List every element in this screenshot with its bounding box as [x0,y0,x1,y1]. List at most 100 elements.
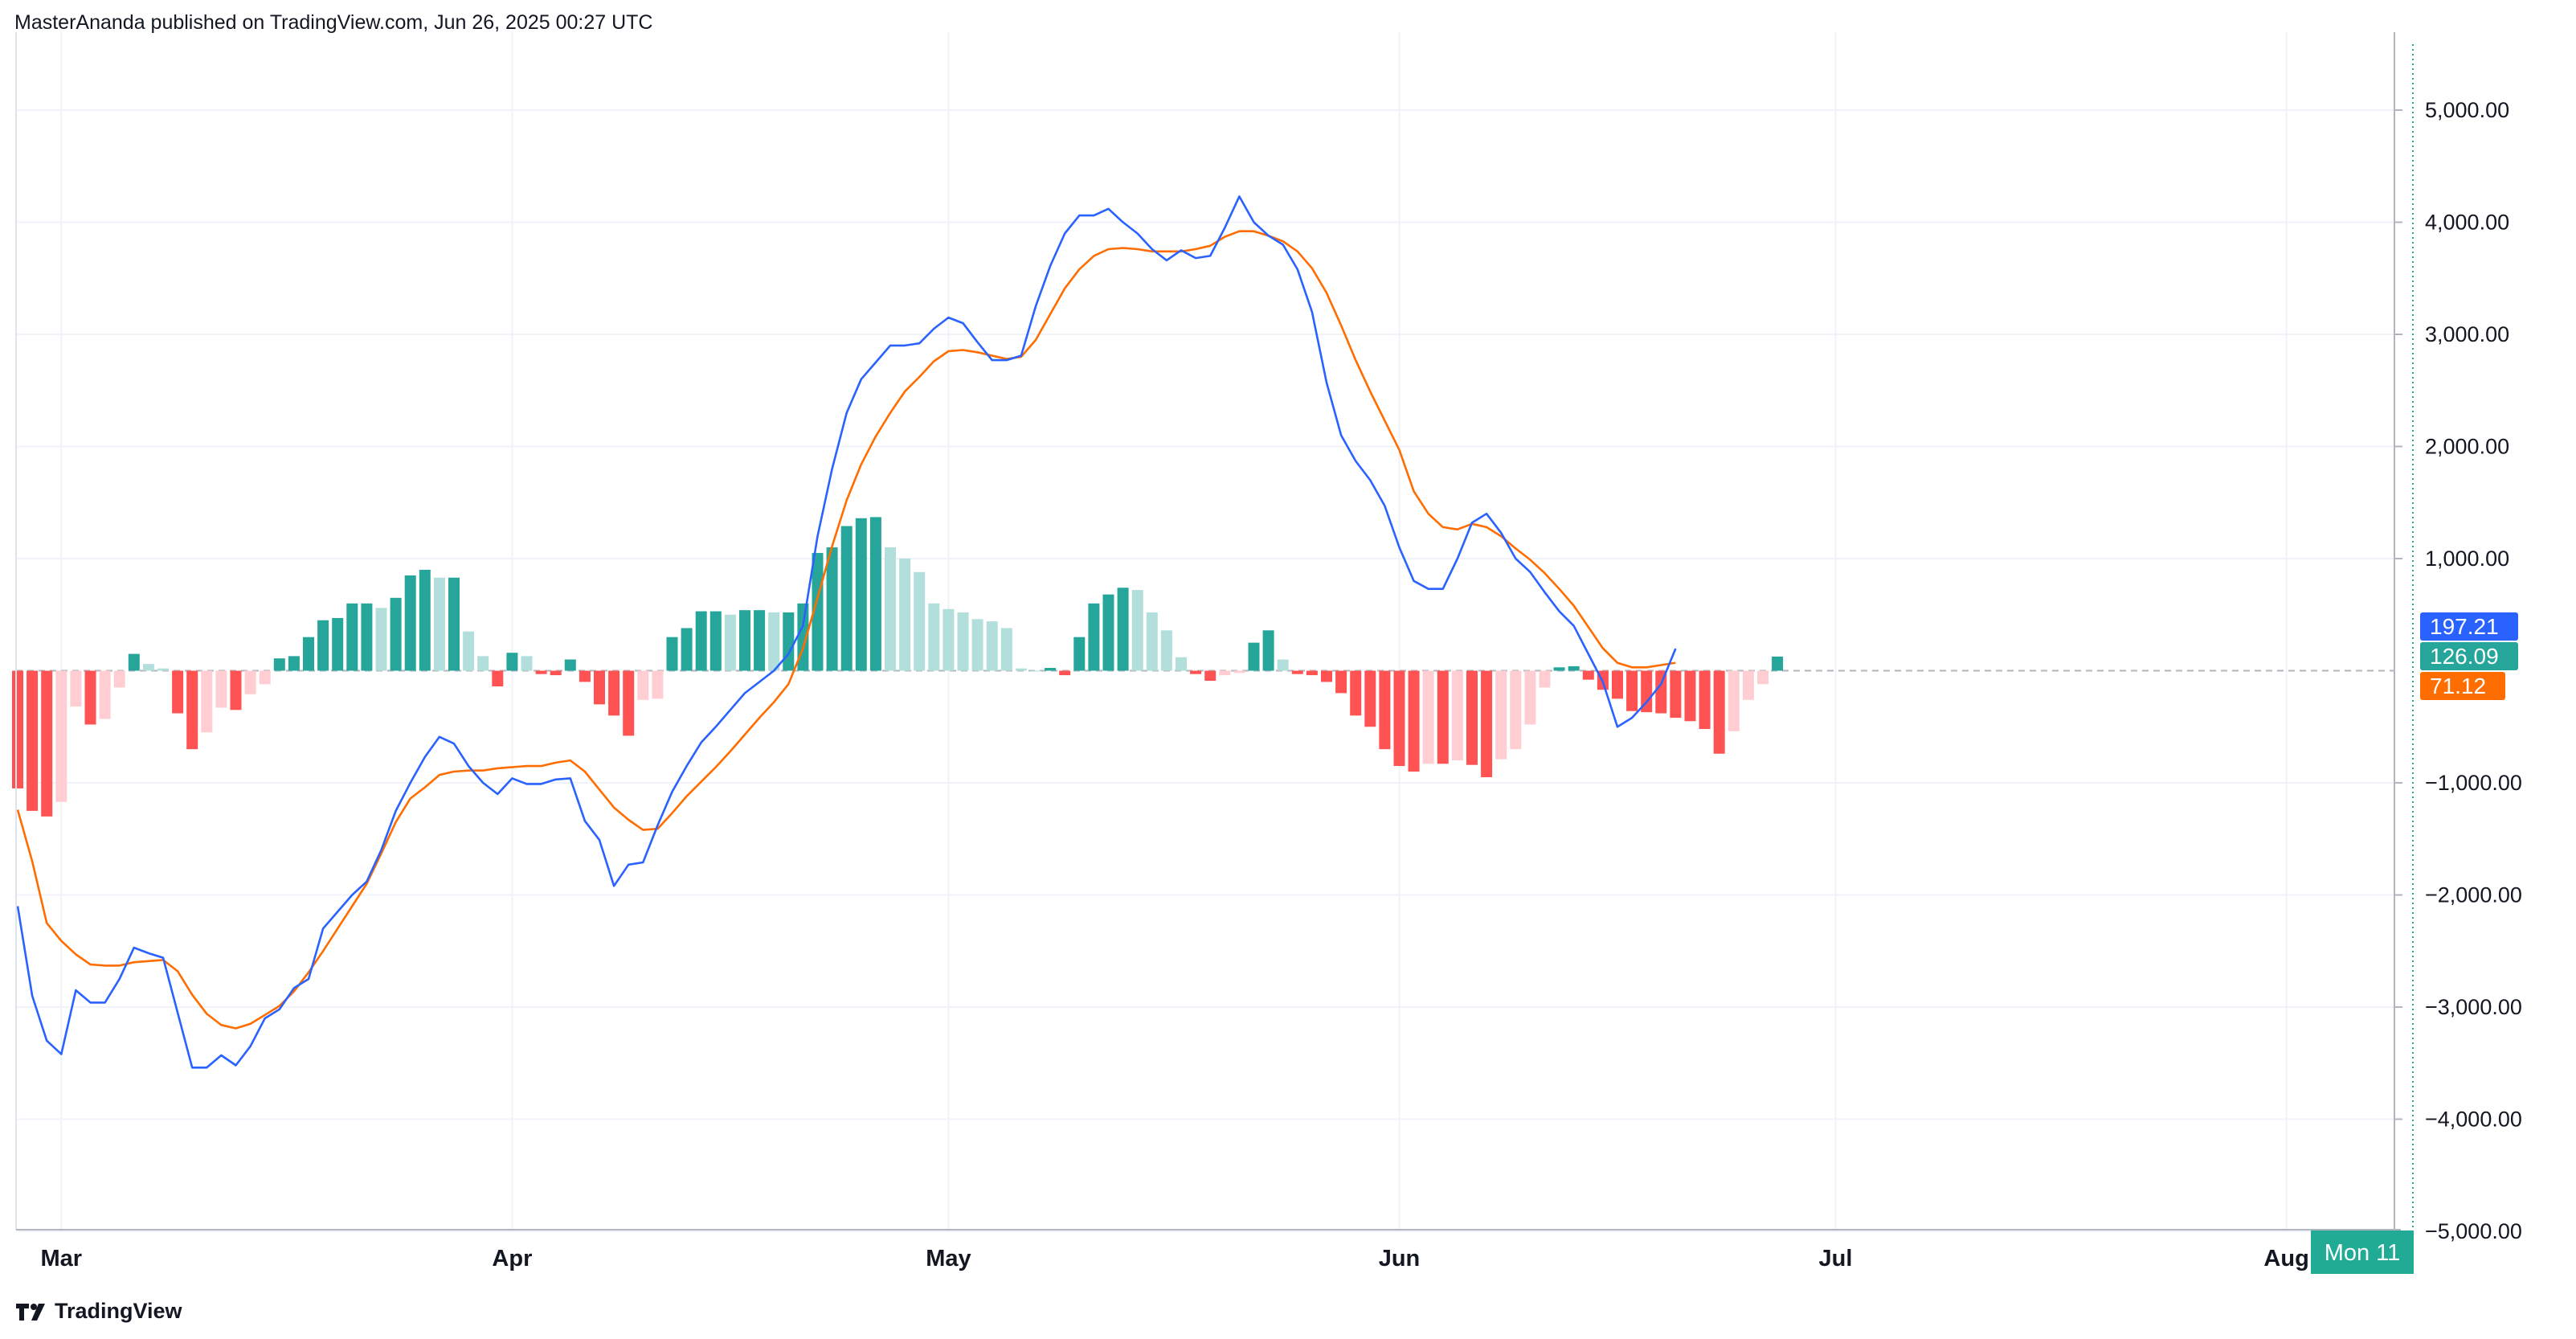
x-tick-label: Mar [41,1246,83,1271]
histogram-bar [1204,670,1216,682]
histogram-bar [957,612,969,671]
value-badge-text: 197.21 [2430,614,2499,639]
histogram-bar [1553,667,1565,671]
crosshair-badge-bg [2311,1230,2414,1274]
y-tick-label: 3,000.00 [2425,322,2509,346]
histogram-bar [1073,637,1086,671]
histogram-bar [84,670,96,725]
histogram-bar [1451,670,1463,761]
histogram-bar [361,603,373,671]
value-badge-bg [2420,642,2518,670]
last-value-badges: 197.21 126.09 71.12 [2420,612,2518,700]
x-tick-label: May [926,1246,971,1271]
x-tick-label: Aug [2263,1246,2308,1271]
histogram-bar [1393,670,1405,767]
histogram-bar [608,670,620,716]
histogram-bar [666,637,678,671]
histogram-bar [1088,603,1100,671]
histogram-bar [1742,670,1754,700]
y-tick-label: 5,000.00 [2425,98,2509,122]
histogram-bar [303,637,314,671]
histogram-bar [12,670,23,788]
histogram-bar [317,620,329,671]
value-badge-text: 126.09 [2430,644,2499,669]
histogram-bar [521,656,533,671]
histogram-bar [201,670,213,733]
histogram-bar [419,569,431,671]
histogram-bar [273,658,285,671]
histogram-bar [1641,670,1653,713]
histogram-bar [1626,670,1638,711]
x-tick-label: Jul [1819,1246,1853,1271]
histogram-bar [215,670,227,708]
histogram-bar [1699,670,1711,730]
histogram-bar [724,614,736,671]
histogram-series [12,517,1784,817]
histogram-bar [709,611,722,671]
histogram-bar [492,670,504,687]
y-tick-label: 2,000.00 [2425,435,2509,459]
histogram-bar [1146,612,1158,671]
histogram-bar [1176,657,1187,671]
x-axis-labels: Mar Apr May Jun Jul Aug [41,1246,2309,1271]
x-tick-label: Apr [492,1246,532,1271]
histogram-bar [70,670,82,707]
histogram-bar [1582,670,1594,680]
axes [15,32,2401,1230]
histogram-bar [404,575,416,671]
x-tick-label: Jun [1379,1246,1421,1271]
histogram-bar [1321,670,1332,682]
tradingview-logo-icon [16,1303,45,1321]
histogram-bar [1772,656,1784,671]
histogram-bar [1335,670,1347,694]
histogram-bar [1248,642,1260,671]
histogram-bar [27,670,39,811]
histogram-bar [826,547,838,671]
signal-line-path [16,230,1676,1030]
y-tick-label: 4,000.00 [2425,211,2509,235]
histogram-bar [899,559,911,671]
histogram-bar [1262,630,1274,671]
histogram-bar [768,612,780,671]
histogram-bar [637,670,649,700]
histogram-bar [1364,670,1376,727]
histogram-bar [1539,670,1551,688]
histogram-bar [942,608,955,671]
histogram-bar [695,611,707,671]
histogram-bar [346,603,358,671]
histogram-bar [1524,670,1536,725]
histogram-bar [172,670,184,714]
y-tick-label: −4,000.00 [2425,1108,2522,1132]
histogram-bar [1190,670,1202,674]
histogram-bar [128,653,140,671]
histogram-bar [1277,659,1289,671]
histogram-bar [1481,670,1493,778]
y-tick-label: −3,000.00 [2425,995,2522,1019]
histogram-bar [1684,670,1696,722]
y-tick-label: −2,000.00 [2425,883,2522,907]
histogram-bar [681,628,693,671]
histogram-bar [1612,670,1623,699]
value-badge-bg [2420,672,2505,700]
histogram-bar [55,670,67,802]
histogram-bar [855,518,867,671]
histogram-bar [1568,665,1580,671]
histogram-bar [1030,670,1041,672]
histogram-bar [1408,670,1420,772]
histogram-bar [869,517,881,671]
histogram-bar [739,610,750,671]
crosshair: Mon 11 [2311,44,2414,1274]
histogram-bar [390,597,402,671]
histogram-bar [1131,590,1143,671]
tradingview-logo[interactable]: TradingView [14,1299,182,1324]
histogram-bar [1379,670,1391,750]
histogram-bar [448,577,460,671]
histogram-bar [1670,670,1682,719]
histogram-bar [623,670,635,736]
histogram-bar [754,610,766,671]
histogram-bar [1059,670,1071,676]
histogram-bar [1102,594,1114,671]
histogram-bar [157,668,169,671]
histogram-bar [652,670,664,699]
